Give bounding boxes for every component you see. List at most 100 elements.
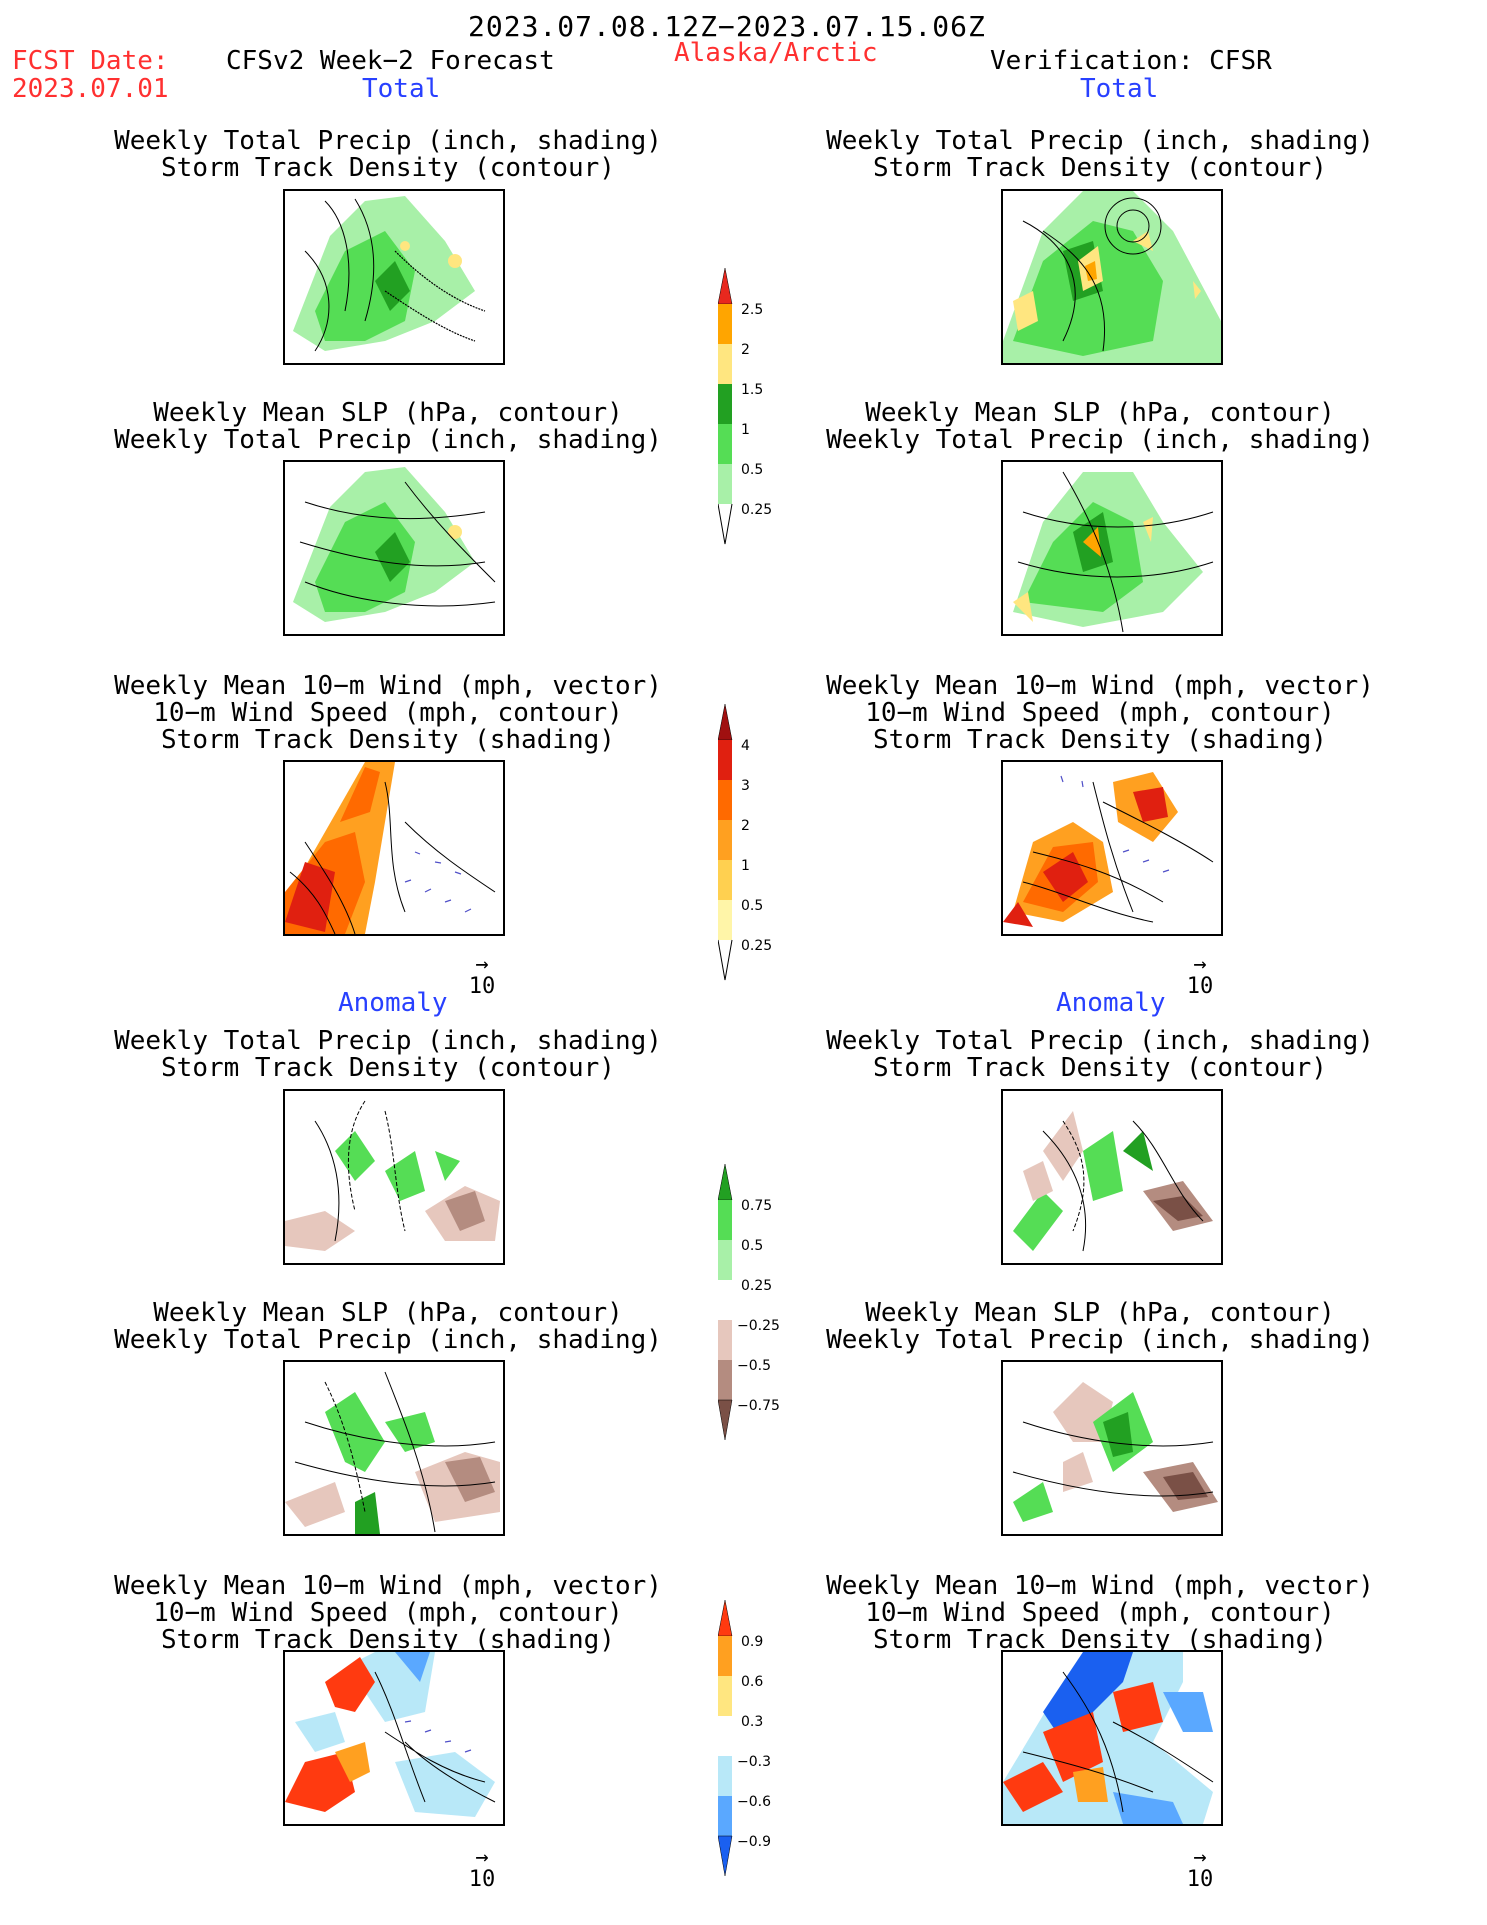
vector-arrow-icon: → [1193, 952, 1207, 977]
cbar-label: −0.5 [737, 1358, 771, 1374]
title-line: Weekly Mean 10−m Wind (mph, vector) [114, 1571, 662, 1601]
title-l2: Weekly Mean SLP (hPa, contour) Weekly To… [38, 400, 738, 454]
title-line: Weekly Total Precip (inch, shading) [114, 1325, 662, 1355]
title-line: Storm Track Density (contour) [161, 1053, 615, 1083]
verification-title: Verification: CFSR [990, 46, 1272, 76]
cbar-label: 0.25 [741, 1278, 773, 1294]
title-l5: Weekly Mean SLP (hPa, contour) Weekly To… [38, 1300, 738, 1354]
colorbar-storm-total [717, 703, 798, 998]
vector-arrow-icon: → [475, 1845, 489, 1870]
cbar-label: 2.5 [741, 302, 764, 318]
model-title: CFSv2 Week−2 Forecast [226, 46, 555, 76]
vector-scale-r1: → 10 [1170, 952, 1230, 1000]
title-line: Weekly Total Precip (inch, shading) [826, 425, 1374, 455]
title-r4: Weekly Total Precip (inch, shading) Stor… [750, 1028, 1450, 1082]
title-l6: Weekly Mean 10−m Wind (mph, vector) 10−m… [38, 1573, 738, 1654]
section-total-left: Total [362, 74, 441, 104]
map-fcst-wind-storm [283, 760, 505, 936]
title-l1: Weekly Total Precip (inch, shading) Stor… [38, 128, 738, 182]
vector-scale-l1: → 10 [452, 952, 512, 1000]
cbar-label: −0.75 [737, 1398, 780, 1414]
cbar-label: 1 [741, 422, 750, 438]
title-l4: Weekly Total Precip (inch, shading) Stor… [38, 1028, 738, 1082]
title-line: Weekly Mean SLP (hPa, contour) [153, 1298, 623, 1328]
title-line: Weekly Total Precip (inch, shading) [114, 425, 662, 455]
map-verif-precip-storm [1001, 189, 1223, 365]
title-line: Weekly Total Precip (inch, shading) [826, 1026, 1374, 1056]
title-line: Weekly Mean 10−m Wind (mph, vector) [114, 671, 662, 701]
title-r5: Weekly Mean SLP (hPa, contour) Weekly To… [750, 1300, 1450, 1354]
map-fcst-precip-storm-anom [283, 1089, 505, 1265]
map-verif-precip-storm-anom [1001, 1089, 1223, 1265]
cbar-label: 0.3 [741, 1714, 764, 1730]
title-r1: Weekly Total Precip (inch, shading) Stor… [750, 128, 1450, 182]
title-line: Storm Track Density (shading) [161, 1625, 615, 1655]
cbar-label: 0.5 [741, 1238, 764, 1254]
vector-scale-label: 10 [1186, 1867, 1214, 1892]
title-line: 10−m Wind Speed (mph, contour) [865, 1598, 1335, 1628]
fcst-date-value: 2023.07.01 [12, 74, 169, 104]
map-fcst-slp-precip-anom [283, 1360, 505, 1536]
map-verif-wind-storm [1001, 760, 1223, 936]
vector-scale-l2: → 10 [452, 1845, 512, 1893]
cbar-label: 0.25 [741, 502, 773, 518]
cbar-label: 0.25 [741, 938, 773, 954]
cbar-label: −0.9 [737, 1834, 771, 1850]
cbar-label: −0.6 [737, 1794, 771, 1810]
title-line: Storm Track Density (contour) [873, 1053, 1327, 1083]
title-line: Storm Track Density (shading) [873, 725, 1327, 755]
title-r3: Weekly Mean 10−m Wind (mph, vector) 10−m… [750, 673, 1450, 754]
cbar-label: −0.3 [737, 1754, 771, 1770]
cbar-label: 2 [741, 818, 750, 834]
cbar-label: 0.75 [741, 1198, 773, 1214]
cbar-label: 0.6 [741, 1674, 764, 1690]
map-fcst-slp-precip [283, 460, 505, 636]
title-l3: Weekly Mean 10−m Wind (mph, vector) 10−m… [38, 673, 738, 754]
section-anomaly-left: Anomaly [338, 988, 448, 1018]
map-fcst-wind-storm-anom [283, 1650, 505, 1826]
cbar-label: −0.25 [737, 1318, 780, 1334]
title-line: Weekly Mean 10−m Wind (mph, vector) [826, 671, 1374, 701]
map-verif-wind-storm-anom [1001, 1650, 1223, 1826]
title-r2: Weekly Mean SLP (hPa, contour) Weekly To… [750, 400, 1450, 454]
map-verif-slp-precip-anom [1001, 1360, 1223, 1536]
title-line: Weekly Mean SLP (hPa, contour) [865, 398, 1335, 428]
period-title: 2023.07.08.12Z−2023.07.15.06Z [468, 10, 986, 43]
region-title: Alaska/Arctic [674, 38, 878, 68]
cbar-label: 0.5 [741, 462, 764, 478]
section-total-right: Total [1080, 74, 1159, 104]
colorbar-precip-anom [717, 1163, 798, 1458]
title-line: 10−m Wind Speed (mph, contour) [865, 698, 1335, 728]
map-fcst-precip-storm [283, 189, 505, 365]
cbar-label: 0.9 [741, 1634, 764, 1650]
title-line: Weekly Total Precip (inch, shading) [114, 126, 662, 156]
cbar-label: 3 [741, 778, 750, 794]
colorbar-storm-anom [717, 1599, 798, 1894]
vector-scale-label: 10 [1186, 974, 1214, 999]
title-line: 10−m Wind Speed (mph, contour) [153, 698, 623, 728]
title-line: 10−m Wind Speed (mph, contour) [153, 1598, 623, 1628]
cbar-label: 1.5 [741, 382, 764, 398]
title-line: Storm Track Density (shading) [161, 725, 615, 755]
title-line: Weekly Mean SLP (hPa, contour) [153, 398, 623, 428]
cbar-label: 0.5 [741, 898, 764, 914]
vector-arrow-icon: → [475, 952, 489, 977]
map-verif-slp-precip [1001, 460, 1223, 636]
title-line: Storm Track Density (contour) [873, 153, 1327, 183]
cbar-label: 4 [741, 738, 750, 754]
title-line: Storm Track Density (contour) [161, 153, 615, 183]
title-line: Weekly Total Precip (inch, shading) [114, 1026, 662, 1056]
title-line: Weekly Mean 10−m Wind (mph, vector) [826, 1571, 1374, 1601]
title-r6: Weekly Mean 10−m Wind (mph, vector) 10−m… [750, 1573, 1450, 1654]
vector-scale-label: 10 [468, 974, 496, 999]
title-line: Weekly Mean SLP (hPa, contour) [865, 1298, 1335, 1328]
cbar-label: 2 [741, 342, 750, 358]
vector-arrow-icon: → [1193, 1845, 1207, 1870]
title-line: Weekly Total Precip (inch, shading) [826, 126, 1374, 156]
title-line: Weekly Total Precip (inch, shading) [826, 1325, 1374, 1355]
vector-scale-label: 10 [468, 1867, 496, 1892]
section-anomaly-right: Anomaly [1056, 988, 1166, 1018]
colorbar-precip-total [717, 267, 798, 562]
cbar-label: 1 [741, 858, 750, 874]
title-line: Storm Track Density (shading) [873, 1625, 1327, 1655]
